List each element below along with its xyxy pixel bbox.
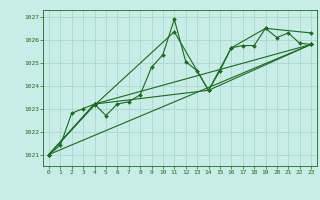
Text: Graphe pression niveau de la mer (hPa): Graphe pression niveau de la mer (hPa) xyxy=(65,184,255,193)
